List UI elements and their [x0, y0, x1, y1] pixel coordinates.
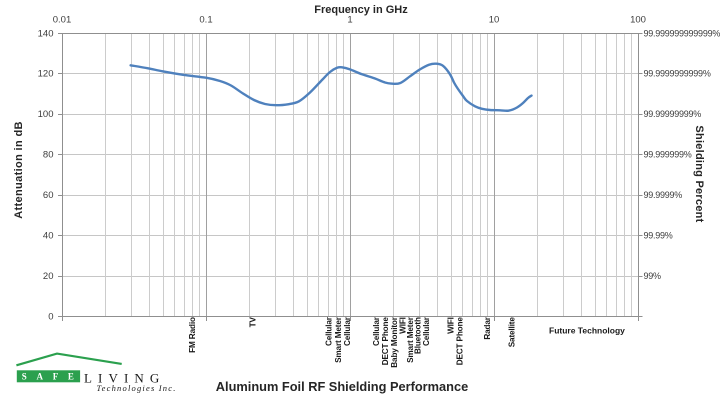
svg-text:40: 40	[43, 230, 54, 241]
svg-text:Cellular: Cellular	[372, 316, 381, 346]
svg-text:Shielding Percent: Shielding Percent	[693, 125, 705, 222]
svg-text:Satellite: Satellite	[508, 317, 517, 348]
svg-text:0.01: 0.01	[53, 15, 72, 26]
svg-text:140: 140	[38, 28, 54, 39]
svg-text:Cellular: Cellular	[343, 316, 352, 346]
svg-text:Radar: Radar	[483, 316, 492, 339]
svg-text:1: 1	[347, 15, 352, 26]
svg-text:99.99%: 99.99%	[644, 230, 673, 240]
svg-text:Cellular: Cellular	[324, 316, 333, 346]
svg-text:99.99999999%: 99.99999999%	[644, 109, 702, 119]
svg-text:FM Radio: FM Radio	[188, 317, 197, 353]
svg-text:DECT Phone: DECT Phone	[381, 317, 390, 366]
svg-text:99.999999%: 99.999999%	[644, 150, 692, 160]
svg-text:10: 10	[489, 15, 500, 26]
svg-text:99%: 99%	[644, 271, 662, 281]
svg-text:20: 20	[43, 271, 54, 282]
svg-text:SAFE: SAFE	[22, 372, 84, 382]
svg-text:TV: TV	[248, 317, 257, 328]
svg-text:99.9999%: 99.9999%	[644, 190, 683, 200]
svg-text:100: 100	[630, 15, 646, 26]
svg-text:Attenuation in dB: Attenuation in dB	[13, 121, 25, 219]
svg-text:0.1: 0.1	[199, 15, 212, 26]
svg-text:DECT Phone: DECT Phone	[455, 317, 464, 366]
svg-text:Aluminum Foil RF Shielding Per: Aluminum Foil RF Shielding Performance	[216, 379, 468, 394]
svg-text:100: 100	[38, 109, 54, 120]
svg-text:WIFI: WIFI	[446, 317, 455, 334]
svg-text:99.999999999999%: 99.999999999999%	[644, 28, 720, 38]
svg-text:120: 120	[38, 69, 54, 80]
svg-text:Technologies Inc.: Technologies Inc.	[97, 383, 177, 393]
svg-text:Future Technology: Future Technology	[549, 326, 625, 336]
svg-text:80: 80	[43, 150, 54, 161]
svg-text:0: 0	[48, 311, 53, 322]
svg-text:Smart Meter: Smart Meter	[334, 316, 343, 363]
svg-text:Frequency in GHz: Frequency in GHz	[314, 4, 408, 16]
svg-text:Cellular: Cellular	[422, 316, 431, 346]
svg-text:Baby Monitor: Baby Monitor	[390, 316, 399, 367]
svg-text:60: 60	[43, 190, 54, 201]
svg-text:99.9999999999%: 99.9999999999%	[644, 69, 711, 79]
